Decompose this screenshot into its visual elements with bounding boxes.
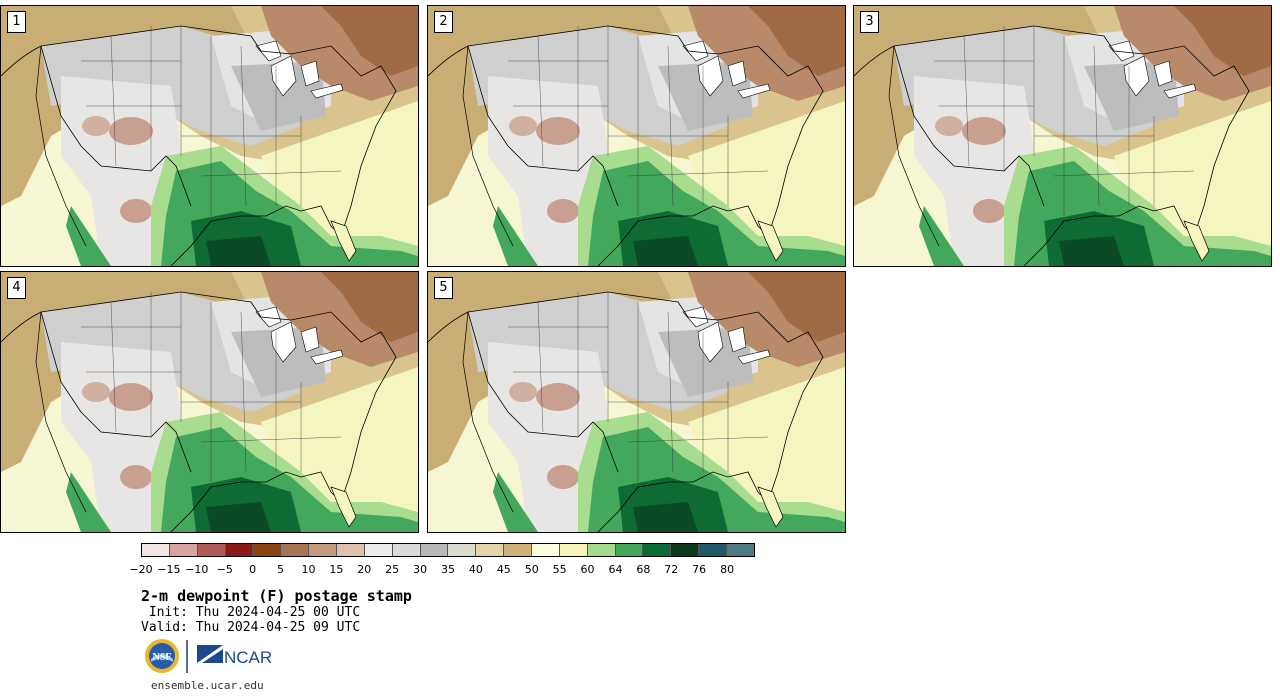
- colorbar-swatch: [225, 544, 254, 556]
- colorbar-tick-label: 76: [692, 563, 707, 576]
- colorbar-tick-label: 25: [385, 563, 400, 576]
- colorbar-swatch: [504, 544, 533, 556]
- colorbar-swatch: [559, 544, 588, 556]
- colorbar-tick-label: 20: [357, 563, 372, 576]
- map-panel-5: 5: [427, 271, 846, 533]
- panel-number: 5: [434, 277, 453, 299]
- nsf-logo-text: NSF: [153, 652, 172, 663]
- panel-number: 2: [434, 11, 453, 33]
- colorbar-tick-label: 35: [441, 563, 455, 576]
- colorbar: [141, 543, 755, 557]
- colorbar-swatch: [699, 544, 728, 556]
- colorbar-swatch: [643, 544, 672, 556]
- colorbar-swatch: [671, 544, 700, 556]
- panel-number: 3: [860, 11, 879, 33]
- init-time: Init: Thu 2024-04-25 00 UTC: [141, 605, 361, 620]
- colorbar-tick-label: 55: [552, 563, 567, 576]
- colorbar-swatch: [727, 544, 754, 556]
- colorbar-tick-label: 5: [277, 563, 285, 576]
- colorbar-tick-label: 0: [249, 563, 257, 576]
- nsf-logo: NSF: [145, 639, 179, 673]
- map-panel-4: 4: [0, 271, 419, 533]
- colorbar-swatch: [364, 544, 393, 556]
- colorbar-swatch: [476, 544, 505, 556]
- colorbar-swatch: [615, 544, 644, 556]
- logos: NSF NCAR: [144, 637, 274, 675]
- website-url: ensemble.ucar.edu: [151, 679, 264, 692]
- colorbar-swatch: [337, 544, 365, 556]
- colorbar-tick-label: 64: [608, 563, 623, 576]
- colorbar-tick-label: −5: [216, 563, 233, 576]
- colorbar-tick-label: 80: [720, 563, 735, 576]
- colorbar-tick-label: −20: [129, 563, 153, 576]
- colorbar-swatch: [448, 544, 477, 556]
- colorbar-tick-label: 45: [496, 563, 511, 576]
- colorbar-swatch: [420, 544, 449, 556]
- colorbar-tick-label: 15: [329, 563, 344, 576]
- colorbar-swatch: [253, 544, 282, 556]
- map-panel-1: 1: [0, 5, 419, 267]
- valid-time: Valid: Thu 2024-04-25 09 UTC: [141, 620, 361, 635]
- colorbar-swatch: [587, 544, 616, 556]
- ncar-logo: NCAR: [197, 645, 272, 667]
- colorbar-swatch: [142, 544, 170, 556]
- colorbar-swatch: [169, 544, 198, 556]
- panel-number: 4: [7, 277, 26, 299]
- map-panel-3: 3: [853, 5, 1272, 267]
- colorbar-tick-label: 10: [301, 563, 316, 576]
- map-panel-2: 2: [427, 5, 846, 267]
- colorbar-tick-label: −10: [185, 563, 209, 576]
- plot-title: 2-m dewpoint (F) postage stamp: [141, 587, 412, 605]
- colorbar-tick-label: 30: [413, 563, 428, 576]
- colorbar-swatch: [309, 544, 338, 556]
- colorbar-swatch: [197, 544, 226, 556]
- colorbar-swatch: [392, 544, 421, 556]
- colorbar-tick-label: 68: [636, 563, 651, 576]
- colorbar-tick-label: 60: [580, 563, 595, 576]
- colorbar-tick-label: 72: [664, 563, 679, 576]
- colorbar-labels: −20 −15 −10 −5 0 5 10 15 20 25 30 35 40 45 50 55 60 64 68 7…: [129, 563, 755, 577]
- panel-number: 1: [7, 11, 26, 33]
- colorbar-tick-label: −15: [157, 563, 181, 576]
- ncar-logo-text: NCAR: [224, 648, 272, 667]
- colorbar-tick-label: 50: [524, 563, 539, 576]
- colorbar-tick-label: 40: [468, 563, 483, 576]
- colorbar-swatch: [281, 544, 310, 556]
- colorbar-swatch: [532, 544, 560, 556]
